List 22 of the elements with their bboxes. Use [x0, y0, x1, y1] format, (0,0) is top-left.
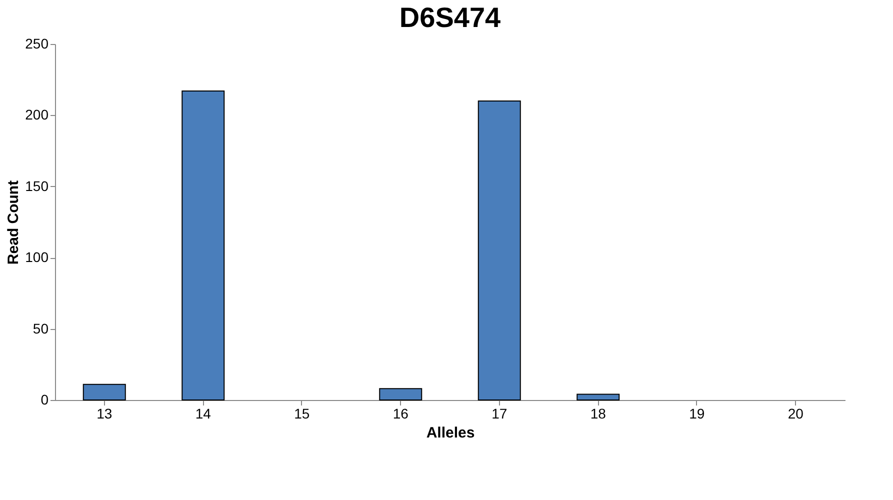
x-tick-label: 18: [590, 406, 606, 422]
x-tick-label: 17: [492, 406, 508, 422]
x-tick-label: 15: [294, 406, 310, 422]
bar: [576, 394, 620, 400]
bar: [82, 384, 126, 400]
y-tick-label: 100: [25, 249, 49, 266]
chart-title: D6S474: [399, 2, 502, 33]
x-tick-label: 19: [689, 406, 705, 422]
x-axis-title: Alleles: [426, 424, 475, 442]
x-tick-label: 13: [96, 406, 112, 422]
y-tick-label: 200: [25, 106, 49, 123]
y-tick-label: 0: [40, 392, 49, 408]
bar: [379, 388, 422, 400]
y-axis-title: Read Count: [5, 180, 22, 265]
y-tick-label: 250: [25, 36, 49, 52]
bar: [478, 100, 521, 400]
bar: [182, 90, 225, 400]
y-tick-label: 150: [25, 178, 49, 194]
x-tick-label: 20: [788, 406, 804, 422]
x-tick-label: 14: [195, 406, 212, 422]
x-tick-label: 16: [392, 406, 409, 422]
y-tick-label: 50: [32, 320, 49, 336]
